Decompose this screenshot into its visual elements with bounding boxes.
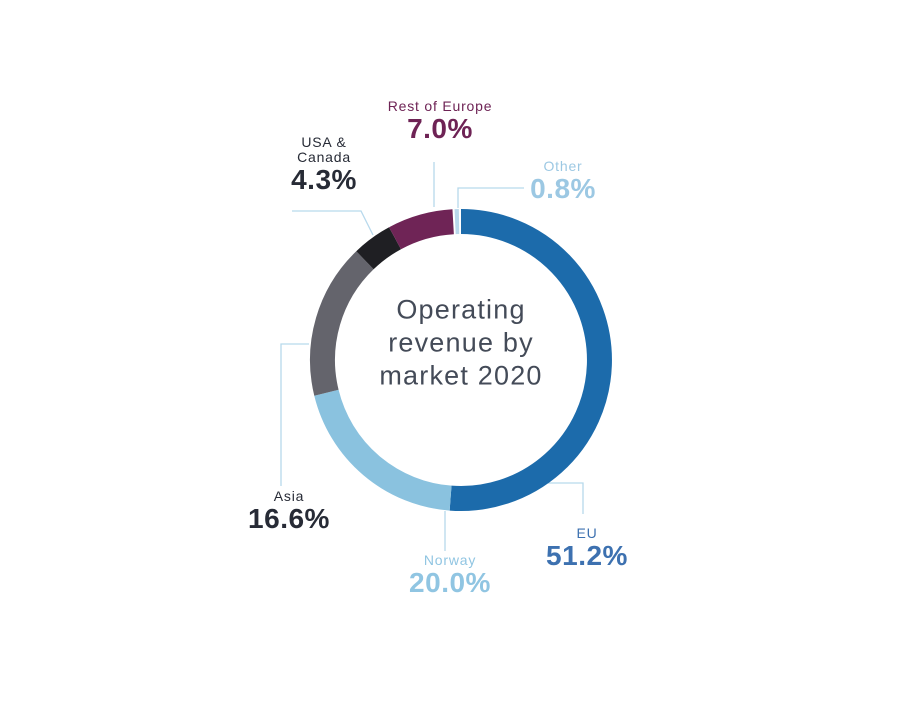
segment-value-usa-canada: 4.3% <box>291 164 357 195</box>
segment-label-asia: Asia <box>273 488 305 504</box>
segment-label-rest-of-europe: Rest of Europe <box>387 98 493 114</box>
donut-segment-asia <box>310 251 374 396</box>
segment-label-usa-canada-line-2: Canada <box>297 149 351 165</box>
segment-label-usa-canada-line-1: USA & <box>301 134 347 150</box>
segment-callout-norway: Norway 20.0% <box>409 553 491 598</box>
donut-segment-rest-of-europe <box>389 209 455 250</box>
donut-segment-norway <box>314 389 452 511</box>
segment-callout-usa-canada: USA & Canada 4.3% <box>291 135 357 195</box>
donut-segments <box>310 209 612 511</box>
segment-callout-eu: EU 51.2% <box>546 526 628 571</box>
segment-value-eu: 51.2% <box>546 540 628 571</box>
segment-value-rest-of-europe: 7.0% <box>407 113 473 144</box>
segment-callout-rest-of-europe: Rest of Europe 7.0% <box>388 99 493 144</box>
segment-label-norway: Norway <box>423 552 477 568</box>
segment-value-norway: 20.0% <box>409 567 491 598</box>
leader-line-usa-canada <box>292 210 374 236</box>
segment-value-asia: 16.6% <box>248 503 330 534</box>
donut-segment-eu <box>449 209 612 511</box>
leader-line-asia <box>280 343 309 486</box>
segment-callout-asia: Asia 16.6% <box>248 489 330 534</box>
chart-title-line-3: market 2020 <box>379 360 543 391</box>
segment-value-other: 0.8% <box>530 173 596 204</box>
chart-title: Operating revenue by market 2020 <box>331 294 591 393</box>
segment-callout-other: Other 0.8% <box>530 159 596 204</box>
segment-label-other: Other <box>543 158 583 174</box>
chart-title-line-1: Operating <box>396 294 526 325</box>
leader-line-eu <box>548 482 584 514</box>
leader-lines <box>280 162 584 551</box>
donut-segment-usa-canada <box>356 227 402 270</box>
leader-line-other <box>457 187 524 208</box>
chart-title-line-2: revenue by <box>388 327 534 358</box>
segment-label-eu: EU <box>576 525 598 541</box>
